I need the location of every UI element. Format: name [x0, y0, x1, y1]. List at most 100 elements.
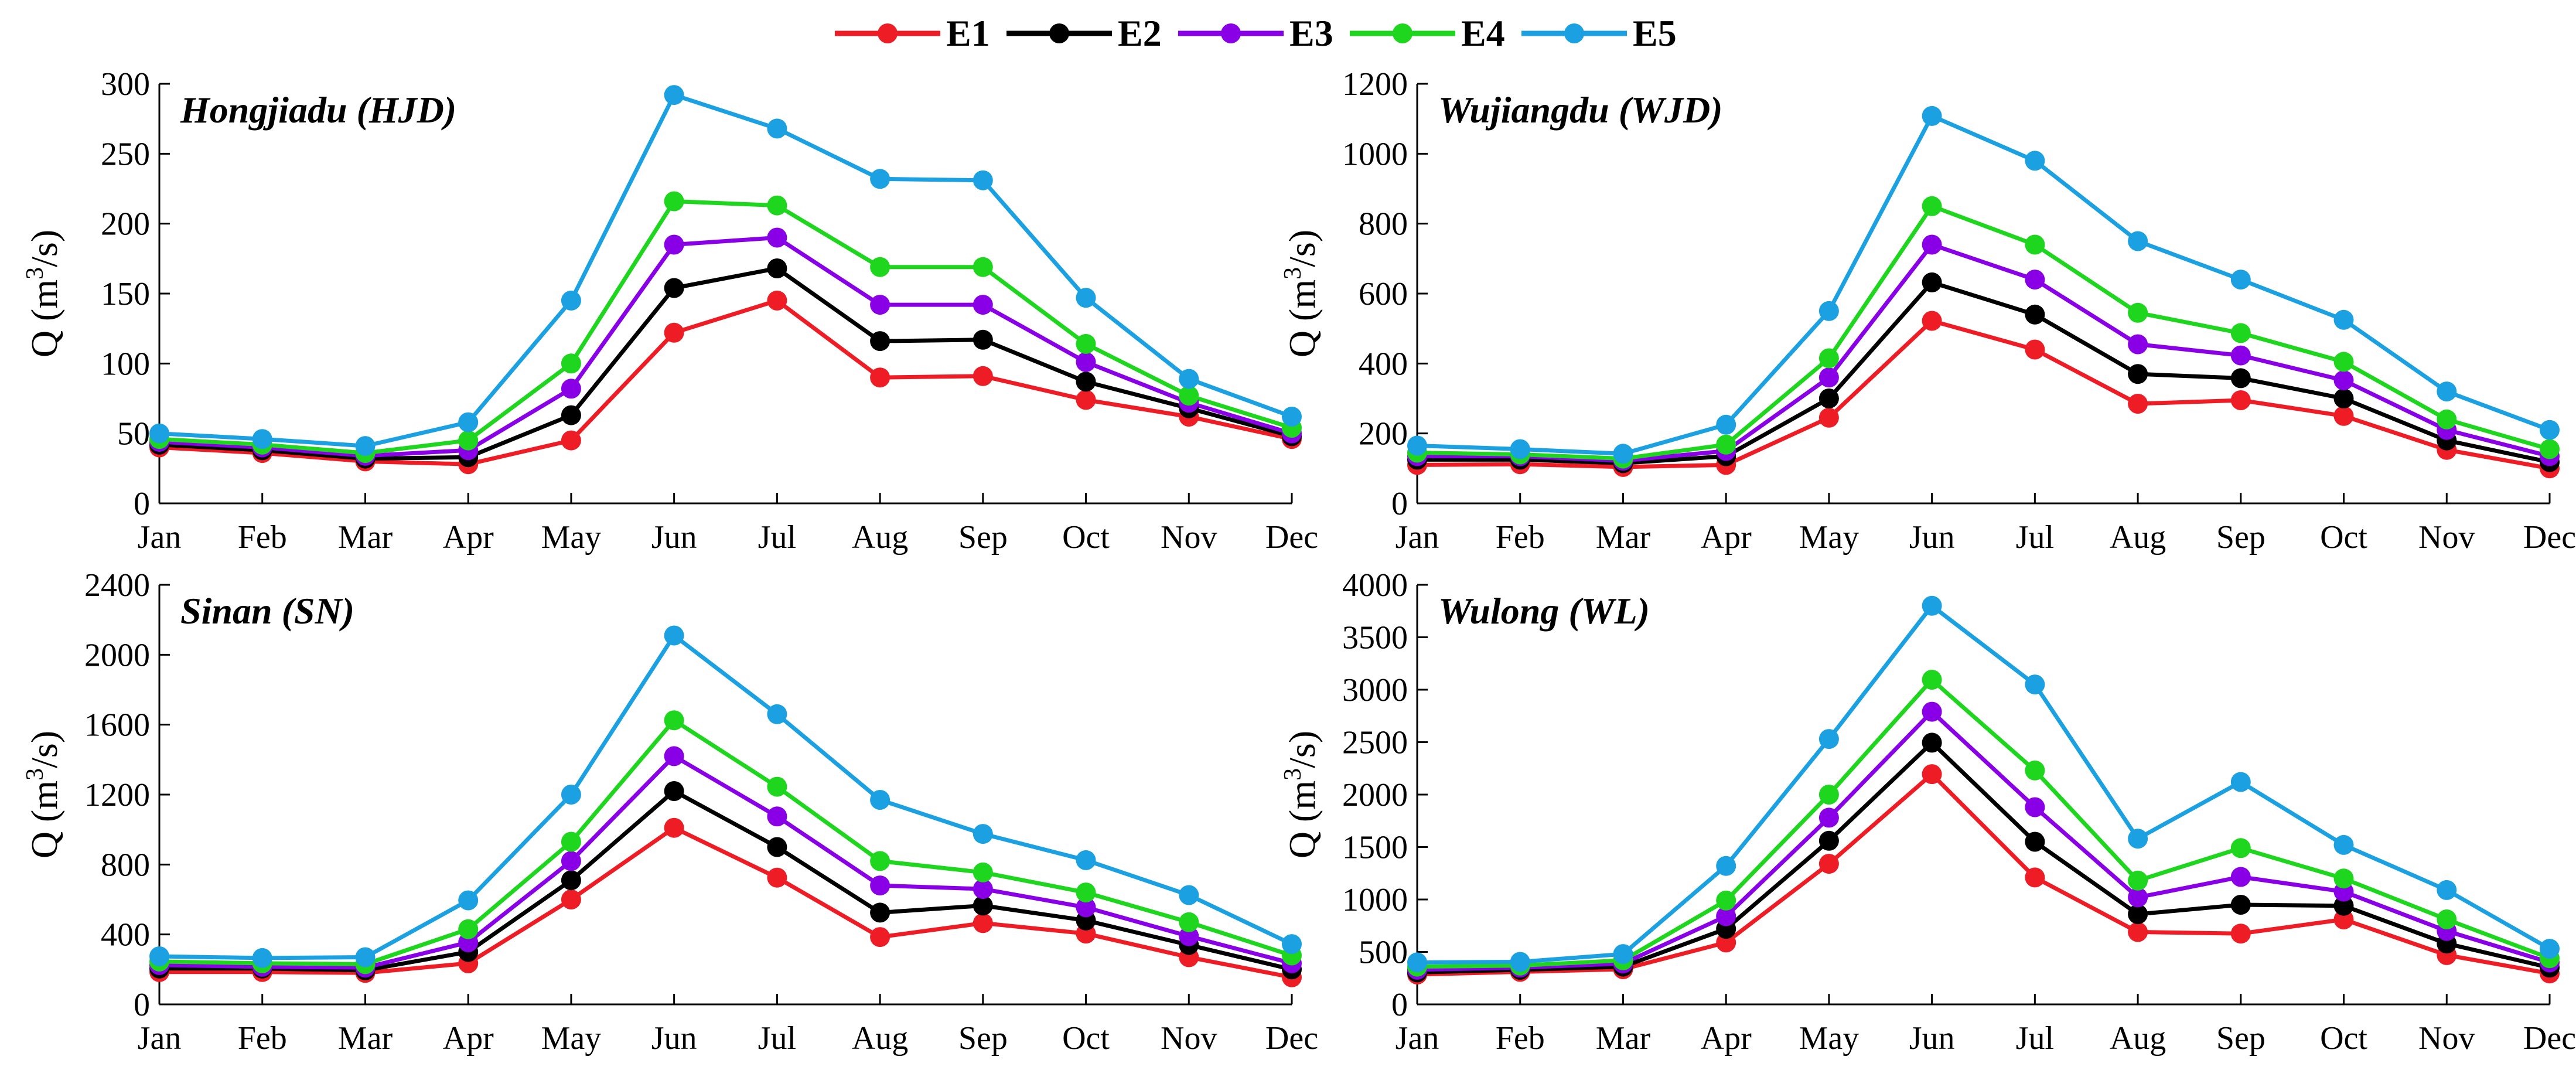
data-point-e4	[1716, 434, 1736, 455]
data-point-e4	[561, 832, 581, 852]
data-point-e4	[2025, 234, 2045, 255]
data-point-e3	[1922, 234, 1942, 255]
data-point-e5	[870, 169, 890, 189]
data-point-e3	[1076, 897, 1096, 918]
data-point-e3	[2128, 887, 2148, 908]
data-point-e5	[1179, 885, 1199, 905]
data-point-e1	[664, 817, 684, 838]
data-point-e5	[1613, 944, 1633, 965]
legend-entry-e3: E3	[1178, 12, 1333, 54]
data-point-e2	[2333, 895, 2354, 916]
y-axis-label: Q (m3/s)	[22, 230, 65, 357]
data-point-e4	[973, 257, 993, 277]
x-tick-label: Feb	[238, 1020, 287, 1057]
data-point-e3	[1179, 926, 1199, 946]
x-tick-label: Jan	[138, 519, 182, 556]
series-line-e1	[159, 298, 1292, 466]
y-tick-label: 3500	[1342, 620, 1408, 656]
x-tick-label: Oct	[2320, 519, 2367, 556]
y-tick-label: 50	[117, 416, 150, 452]
data-point-e1	[767, 867, 787, 888]
data-point-e5	[2540, 420, 2560, 440]
data-point-e5	[1407, 435, 1427, 456]
y-tick-label: 1000	[1342, 882, 1408, 918]
data-point-e1	[767, 290, 787, 311]
data-point-e4	[458, 919, 479, 939]
x-tick-label: Nov	[1161, 519, 1217, 556]
x-tick-label: Dec	[1265, 1020, 1318, 1057]
series-line-e4	[159, 199, 1293, 455]
data-point-e5	[1716, 414, 1736, 435]
data-point-e1	[1076, 390, 1096, 410]
data-point-e4	[1922, 196, 1942, 216]
data-point-e4	[1076, 882, 1096, 903]
x-tick-label: Nov	[1161, 1020, 1217, 1057]
data-point-e4	[973, 862, 993, 882]
data-point-e5	[2333, 834, 2354, 855]
x-tick-label: Mar	[338, 519, 393, 556]
data-point-e2	[767, 258, 787, 278]
data-point-e3	[1716, 906, 1736, 926]
x-tick-label: May	[1799, 1020, 1860, 1057]
data-point-e1	[2230, 390, 2251, 410]
data-point-e3	[2230, 867, 2251, 887]
y-tick-label: 150	[101, 276, 150, 312]
legend: E1 E2 E3 E4 E5	[835, 12, 1677, 54]
series-line-e3	[159, 236, 1293, 458]
data-point-e5	[1922, 595, 1942, 616]
data-point-e5	[767, 118, 787, 139]
data-point-e1	[1716, 932, 1736, 953]
data-point-e5	[767, 704, 787, 724]
data-point-e3	[1922, 701, 1942, 722]
data-point-e2	[664, 278, 684, 298]
data-point-e2	[870, 902, 890, 923]
data-point-e1	[870, 367, 890, 388]
data-point-e5	[1282, 934, 1302, 955]
panel-sinan: 0 400 800 1200 1600 2000 2400 Jan Feb Mar Apr May Ju…	[22, 567, 1318, 1057]
data-point-e1	[561, 430, 581, 451]
x-tick-label: Jun	[651, 519, 697, 556]
data-point-e2	[664, 781, 684, 801]
legend-entry-e1: E1	[835, 12, 990, 54]
legend-marker-e3	[1221, 23, 1241, 43]
y-axis-label: Q (m3/s)	[1280, 230, 1323, 357]
y-axis-label: Q (m3/s)	[22, 731, 65, 858]
y-tick-label: 800	[1359, 206, 1408, 243]
y-axis-label: Q (m3/s)	[1280, 731, 1323, 858]
x-tick-label: Feb	[238, 519, 287, 556]
data-point-e5	[1282, 407, 1302, 427]
legend-label-e3: E3	[1289, 12, 1333, 54]
data-point-e2	[2128, 364, 2148, 384]
y-tick-label: 1000	[1342, 136, 1408, 172]
data-point-e5	[1076, 850, 1096, 870]
x-tick-label: Mar	[338, 1020, 393, 1057]
x-tick-label: Aug	[852, 1020, 908, 1057]
data-point-e5	[2540, 939, 2560, 959]
data-point-e5	[149, 423, 169, 444]
data-point-e4	[2333, 868, 2354, 889]
data-point-e5	[458, 890, 479, 911]
data-point-e4	[767, 776, 787, 797]
x-tick-label: Dec	[1265, 519, 1318, 556]
x-tick-label: Jan	[1396, 519, 1439, 556]
x-tick-label: Oct	[1062, 1020, 1110, 1057]
series-line-e2	[159, 266, 1292, 461]
data-point-e4	[1076, 333, 1096, 354]
panel-title: Wujiangdu (WJD)	[1438, 89, 1722, 131]
data-point-e4	[664, 710, 684, 731]
data-point-e5	[2230, 270, 2251, 290]
y-tick-label: 300	[101, 66, 150, 103]
data-point-e5	[252, 948, 272, 968]
x-tick-label: Feb	[1496, 519, 1545, 556]
data-point-e5	[1179, 369, 1199, 389]
legend-entry-e2: E2	[1006, 12, 1162, 54]
data-point-e4	[2540, 439, 2560, 459]
data-point-e5	[1716, 856, 1736, 876]
data-point-e4	[2025, 760, 2045, 781]
series-line-e5	[159, 93, 1293, 448]
series-line-e2	[159, 789, 1292, 973]
y-tick-label: 2500	[1342, 725, 1408, 761]
data-point-e2	[2025, 832, 2045, 852]
data-point-e4	[1922, 670, 1942, 690]
